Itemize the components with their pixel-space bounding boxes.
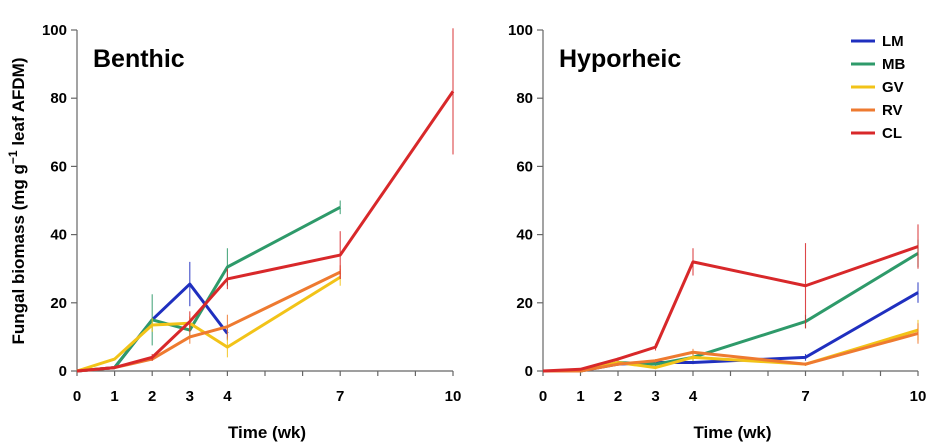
panel-1-series-line-MB xyxy=(76,205,341,373)
legend-label-LM: LM xyxy=(882,33,904,50)
panel-2-x-tick-label: 10 xyxy=(910,388,927,405)
panel-2-series-line-RV xyxy=(543,332,919,373)
legend-label-GV: GV xyxy=(882,79,904,96)
legend-label-MB: MB xyxy=(882,56,905,73)
panel-1-x-tick-label: 10 xyxy=(445,388,462,405)
panel-2-x-tick-label: 0 xyxy=(539,388,547,405)
panel-2-y-tick-label: 100 xyxy=(508,22,533,39)
panel-1-y-tick-label: 40 xyxy=(50,227,67,244)
panel-1-y-tick-label: 100 xyxy=(42,22,67,39)
panel-1-x-tick-label: 4 xyxy=(223,388,232,405)
y-axis-label: Fungal biomass (mg g−1 leaf AFDM) xyxy=(6,58,28,345)
panel-1-x-tick-label: 7 xyxy=(336,388,344,405)
panel-2-x-tick-label: 3 xyxy=(651,388,659,405)
panel-1-x-axis-label: Time (wk) xyxy=(228,423,306,442)
panel-2-y-tick-label: 0 xyxy=(525,363,533,380)
panel-2-title: Hyporheic xyxy=(559,45,681,73)
panel-2-x-tick-label: 2 xyxy=(614,388,622,405)
panel-2-y-tick-label: 20 xyxy=(516,295,533,312)
panel-2-y-tick-label: 60 xyxy=(516,158,533,175)
panel-2-y-tick-label: 80 xyxy=(516,90,533,107)
panel-2-x-tick-label: 1 xyxy=(576,388,584,405)
panel-1-title: Benthic xyxy=(93,45,185,73)
panel-1-x-tick-label: 0 xyxy=(73,388,81,405)
panel-2-x-axis-label: Time (wk) xyxy=(693,423,771,442)
legend-label-CL: CL xyxy=(882,125,902,142)
panel-1-y-tick-label: 0 xyxy=(59,363,67,380)
panel-1-x-tick-label: 1 xyxy=(110,388,118,405)
panel-1-series-line-CL xyxy=(76,90,455,373)
panel-2-y-tick-label: 40 xyxy=(516,227,533,244)
legend-label-RV: RV xyxy=(882,102,903,119)
panel-1-x-tick-label: 3 xyxy=(186,388,194,405)
panel-2-x-tick-label: 7 xyxy=(801,388,809,405)
panel-1-y-tick-label: 20 xyxy=(50,295,67,312)
panel-1-x-tick-label: 2 xyxy=(148,388,156,405)
panel-1-y-tick-label: 60 xyxy=(50,158,67,175)
panel-1-series-line-GV xyxy=(76,275,341,373)
panel-2-series-line-CL xyxy=(542,245,919,373)
panel-2-x-tick-label: 4 xyxy=(689,388,698,405)
panel-1-y-tick-label: 80 xyxy=(50,90,67,107)
